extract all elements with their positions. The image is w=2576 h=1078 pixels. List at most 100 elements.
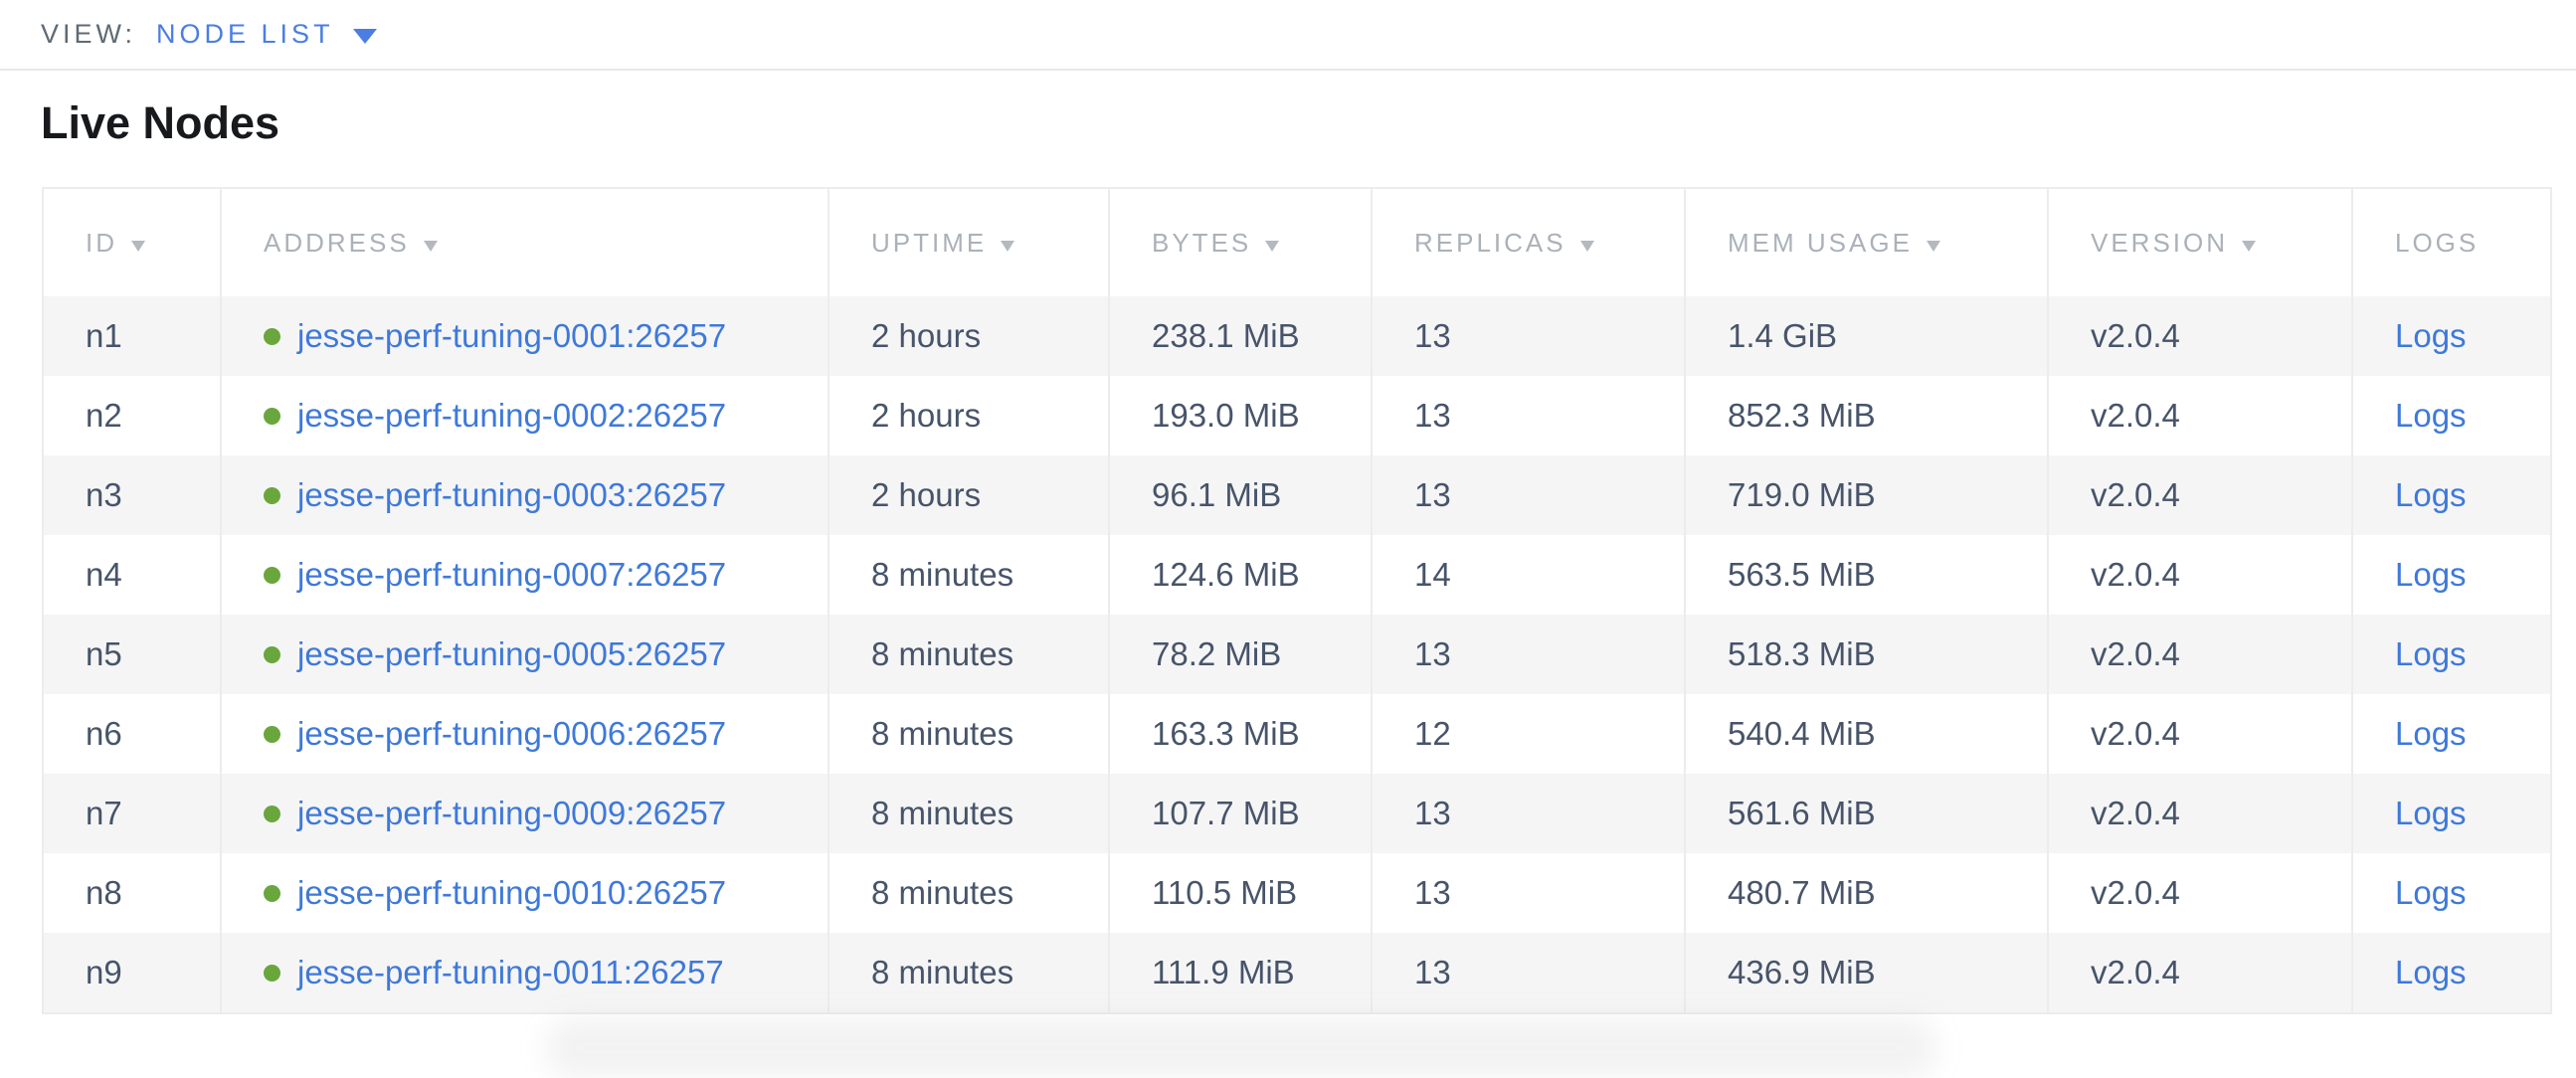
node-uptime-cell: 8 minutes xyxy=(829,933,1110,1012)
node-uptime-cell: 8 minutes xyxy=(829,853,1110,933)
node-status-live-icon xyxy=(264,806,280,822)
node-replicas-cell: 13 xyxy=(1373,455,1686,535)
node-bytes-cell: 193.0 MiB xyxy=(1110,376,1373,455)
node-id-cell: n3 xyxy=(44,455,222,535)
node-uptime-cell: 8 minutes xyxy=(829,694,1110,774)
node-status-live-icon xyxy=(264,567,280,584)
node-logs-link[interactable]: Logs xyxy=(2395,397,2467,434)
node-logs-cell: Logs xyxy=(2353,933,2550,1012)
sort-caret-icon xyxy=(1001,240,1015,252)
node-row-n3: n3 jesse-perf-tuning-0003:26257 2 hours 96.… xyxy=(44,455,2550,535)
node-address-cell: jesse-perf-tuning-0009:26257 xyxy=(222,774,829,853)
node-version-cell: v2.0.4 xyxy=(2049,615,2353,694)
node-logs-link[interactable]: Logs xyxy=(2395,954,2467,990)
column-header-replicas[interactable]: REPLICAS xyxy=(1373,189,1686,296)
node-logs-cell: Logs xyxy=(2353,694,2550,774)
column-header-uptime[interactable]: UPTIME xyxy=(829,189,1110,296)
node-logs-link[interactable]: Logs xyxy=(2395,476,2467,513)
node-mem-usage-cell: 561.6 MiB xyxy=(1686,774,2049,853)
live-nodes-table-container: ID ADDRESS UPTIME BYTES REPLICAS MEM USA… xyxy=(42,187,2552,1014)
node-logs-link[interactable]: Logs xyxy=(2395,795,2467,831)
node-logs-link[interactable]: Logs xyxy=(2395,317,2467,354)
node-address-cell: jesse-perf-tuning-0005:26257 xyxy=(222,615,829,694)
node-logs-link[interactable]: Logs xyxy=(2395,556,2467,593)
table-header-row: ID ADDRESS UPTIME BYTES REPLICAS MEM USA… xyxy=(44,189,2550,296)
node-uptime-cell: 8 minutes xyxy=(829,535,1110,615)
node-id-cell: n9 xyxy=(44,933,222,1012)
node-address-cell: jesse-perf-tuning-0010:26257 xyxy=(222,853,829,933)
node-uptime-cell: 2 hours xyxy=(829,455,1110,535)
column-header-version[interactable]: VERSION xyxy=(2049,189,2353,296)
node-replicas-cell: 13 xyxy=(1373,296,1686,376)
node-address-link[interactable]: jesse-perf-tuning-0007:26257 xyxy=(297,556,727,593)
node-address-link[interactable]: jesse-perf-tuning-0006:26257 xyxy=(297,715,727,752)
node-row-n1: n1 jesse-perf-tuning-0001:26257 2 hours 238… xyxy=(44,296,2550,376)
node-status-live-icon xyxy=(264,965,280,982)
node-mem-usage-cell: 563.5 MiB xyxy=(1686,535,2049,615)
view-dropdown-value: NODE LIST xyxy=(156,19,334,49)
sort-caret-icon xyxy=(2242,240,2257,252)
node-id-cell: n4 xyxy=(44,535,222,615)
node-replicas-cell: 13 xyxy=(1373,615,1686,694)
view-bar: VIEW: NODE LIST xyxy=(0,0,2576,71)
node-logs-cell: Logs xyxy=(2353,296,2550,376)
view-dropdown[interactable]: NODE LIST xyxy=(156,19,377,50)
sort-caret-icon xyxy=(1579,240,1594,252)
node-address-link[interactable]: jesse-perf-tuning-0002:26257 xyxy=(297,397,727,434)
node-row-n8: n8 jesse-perf-tuning-0010:26257 8 minutes 1… xyxy=(44,853,2550,933)
sort-caret-icon xyxy=(423,240,438,252)
node-uptime-cell: 8 minutes xyxy=(829,774,1110,853)
node-id-cell: n7 xyxy=(44,774,222,853)
node-version-cell: v2.0.4 xyxy=(2049,296,2353,376)
node-logs-cell: Logs xyxy=(2353,853,2550,933)
node-address-link[interactable]: jesse-perf-tuning-0009:26257 xyxy=(297,795,727,831)
node-logs-link[interactable]: Logs xyxy=(2395,635,2467,672)
node-logs-cell: Logs xyxy=(2353,774,2550,853)
column-header-id[interactable]: ID xyxy=(44,189,222,296)
node-row-n6: n6 jesse-perf-tuning-0006:26257 8 minutes 1… xyxy=(44,694,2550,774)
node-address-link[interactable]: jesse-perf-tuning-0001:26257 xyxy=(297,317,727,354)
node-row-n4: n4 jesse-perf-tuning-0007:26257 8 minutes 1… xyxy=(44,535,2550,615)
node-status-live-icon xyxy=(264,885,280,902)
sort-caret-icon xyxy=(1926,240,1940,252)
node-status-live-icon xyxy=(264,726,280,743)
node-bytes-cell: 96.1 MiB xyxy=(1110,455,1373,535)
node-logs-cell: Logs xyxy=(2353,376,2550,455)
column-header-mem-usage[interactable]: MEM USAGE xyxy=(1686,189,2049,296)
node-logs-link[interactable]: Logs xyxy=(2395,874,2467,911)
node-row-n7: n7 jesse-perf-tuning-0009:26257 8 minutes 1… xyxy=(44,774,2550,853)
node-address-link[interactable]: jesse-perf-tuning-0011:26257 xyxy=(297,954,724,990)
node-logs-link[interactable]: Logs xyxy=(2395,715,2467,752)
node-mem-usage-cell: 436.9 MiB xyxy=(1686,933,2049,1012)
column-header-label: UPTIME xyxy=(871,227,988,258)
node-address-cell: jesse-perf-tuning-0006:26257 xyxy=(222,694,829,774)
column-header-bytes[interactable]: BYTES xyxy=(1110,189,1373,296)
node-address-cell: jesse-perf-tuning-0001:26257 xyxy=(222,296,829,376)
node-uptime-cell: 8 minutes xyxy=(829,615,1110,694)
node-id-cell: n8 xyxy=(44,853,222,933)
node-bytes-cell: 110.5 MiB xyxy=(1110,853,1373,933)
node-replicas-cell: 12 xyxy=(1373,694,1686,774)
node-status-live-icon xyxy=(264,487,280,504)
node-bytes-cell: 163.3 MiB xyxy=(1110,694,1373,774)
column-header-label: VERSION xyxy=(2091,227,2229,258)
node-replicas-cell: 13 xyxy=(1373,376,1686,455)
sort-caret-icon xyxy=(1265,240,1280,252)
node-address-link[interactable]: jesse-perf-tuning-0005:26257 xyxy=(297,635,727,672)
node-replicas-cell: 13 xyxy=(1373,933,1686,1012)
node-logs-cell: Logs xyxy=(2353,455,2550,535)
node-id-cell: n5 xyxy=(44,615,222,694)
node-address-link[interactable]: jesse-perf-tuning-0003:26257 xyxy=(297,476,727,513)
node-row-n2: n2 jesse-perf-tuning-0002:26257 2 hours 193… xyxy=(44,376,2550,455)
column-header-address[interactable]: ADDRESS xyxy=(222,189,829,296)
caret-down-icon xyxy=(352,28,377,44)
sort-caret-icon xyxy=(131,240,145,252)
node-address-cell: jesse-perf-tuning-0007:26257 xyxy=(222,535,829,615)
node-address-link[interactable]: jesse-perf-tuning-0010:26257 xyxy=(297,874,727,911)
node-uptime-cell: 2 hours xyxy=(829,376,1110,455)
node-bytes-cell: 238.1 MiB xyxy=(1110,296,1373,376)
node-logs-cell: Logs xyxy=(2353,615,2550,694)
node-id-cell: n6 xyxy=(44,694,222,774)
node-version-cell: v2.0.4 xyxy=(2049,853,2353,933)
column-header-label: ADDRESS xyxy=(264,227,410,258)
